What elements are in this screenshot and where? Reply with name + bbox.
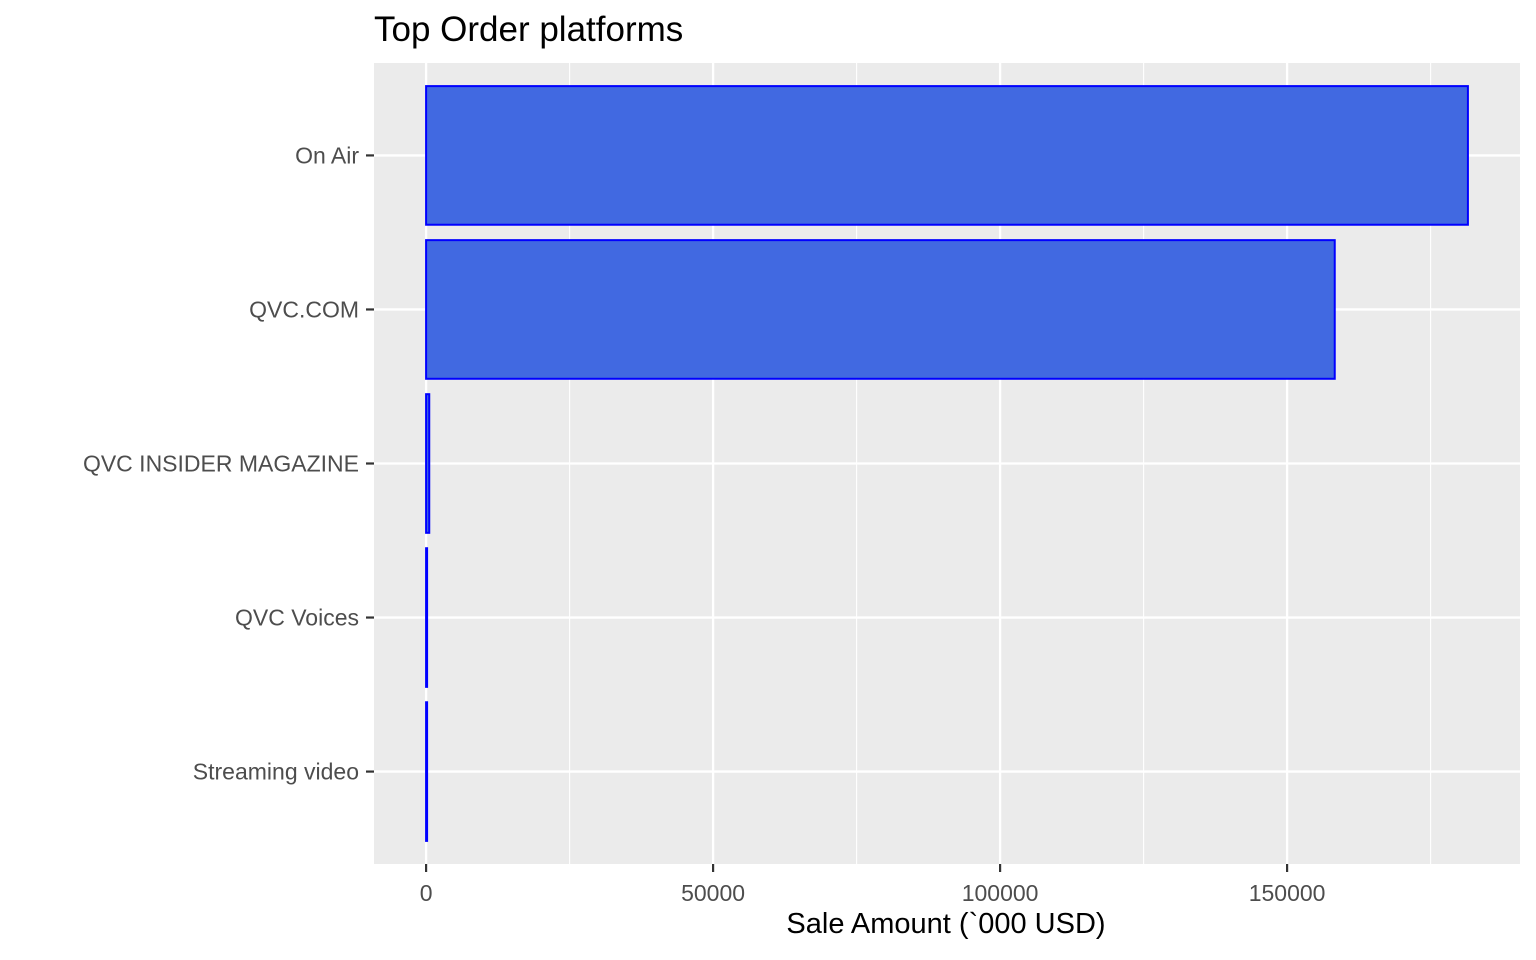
chart-title: Top Order platforms	[374, 10, 684, 49]
x-tick-label: 50000	[681, 880, 745, 906]
bar	[425, 85, 1469, 226]
y-tick-label: QVC INSIDER MAGAZINE	[83, 451, 359, 477]
y-tick-label: Streaming video	[193, 759, 359, 785]
y-tick-label: On Air	[295, 142, 359, 168]
x-tick-label: 100000	[962, 880, 1039, 906]
x-tick-label: 150000	[1249, 880, 1326, 906]
bar	[425, 393, 431, 534]
y-tick-label: QVC.COM	[249, 296, 359, 322]
x-tick-label: 0	[420, 880, 433, 906]
bar	[425, 547, 429, 688]
x-axis-title: Sale Amount (`000 USD)	[786, 908, 1106, 940]
bar	[425, 701, 429, 842]
y-tick-label: QVC Voices	[235, 605, 359, 631]
bar	[425, 239, 1336, 380]
